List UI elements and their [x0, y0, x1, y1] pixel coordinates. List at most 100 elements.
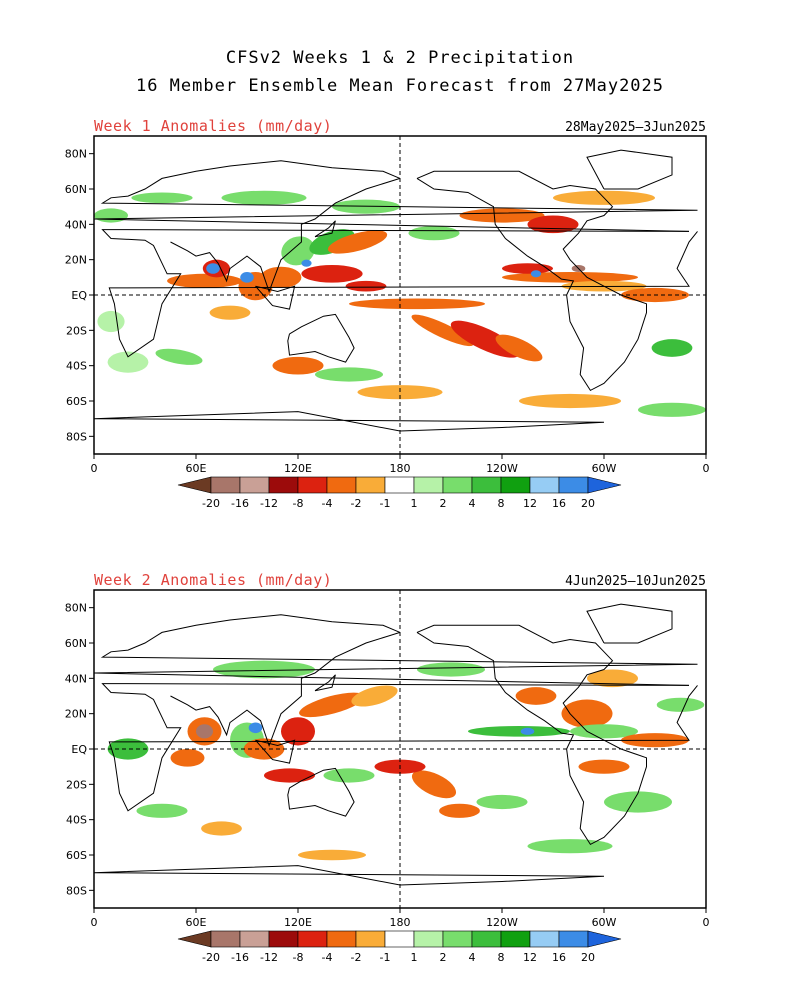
figure-title-line2: 16 Member Ensemble Mean Forecast from 27…	[135, 76, 665, 96]
anomaly-blob	[170, 749, 205, 767]
colorbar-swatch	[384, 930, 415, 948]
coastline	[314, 220, 336, 238]
colorbar-label: -16	[231, 497, 249, 510]
anomaly-blob	[527, 839, 613, 854]
colorbar-swatch	[239, 930, 270, 948]
anomaly-blob	[97, 310, 125, 333]
anomaly-blob	[349, 298, 485, 310]
anomaly-blob	[439, 803, 480, 818]
anomaly-blob	[570, 724, 638, 739]
lon-tick-label: 180	[390, 462, 411, 475]
anomaly-blob	[476, 794, 528, 810]
coastline	[94, 411, 605, 432]
colorbar-swatch	[558, 476, 589, 494]
colorbar-swatch	[355, 476, 386, 494]
anomaly-blob	[136, 803, 188, 818]
lat-tick-label: 40N	[65, 672, 87, 685]
anomaly-blob	[264, 768, 315, 783]
lat-tick-label: 20S	[66, 324, 87, 337]
anomaly-blob	[301, 264, 363, 283]
coastline	[586, 603, 673, 644]
colorbar-swatch	[558, 930, 589, 948]
anomaly-blob	[213, 660, 315, 679]
colorbar-label: 4	[469, 951, 476, 964]
anomaly-blob	[281, 236, 315, 266]
colorbar-label: -8	[293, 497, 304, 510]
coastline	[94, 865, 605, 886]
colorbar-swatch	[297, 476, 328, 494]
colorbar-label: -16	[231, 951, 249, 964]
anomaly-blob	[107, 738, 149, 760]
lon-tick-label: 120E	[284, 462, 312, 475]
anomaly-blob	[520, 727, 535, 735]
lat-tick-label: EQ	[71, 743, 87, 756]
anomaly-blob	[502, 263, 553, 274]
coastline	[287, 767, 355, 817]
colorbar-label: -8	[293, 951, 304, 964]
week2-panel-label: Week 2 Anomalies (mm/day)	[94, 571, 333, 589]
anomaly-blob	[357, 385, 443, 400]
anomaly-blob	[587, 669, 638, 688]
colorbar-swatch	[500, 930, 531, 948]
anomaly-blob	[656, 697, 705, 712]
anomaly-blob	[196, 724, 213, 739]
lon-tick-label: 60E	[186, 462, 207, 475]
lat-tick-label: 80N	[65, 148, 87, 161]
colorbar-swatch	[471, 930, 502, 948]
lon-tick-label: 0	[703, 462, 710, 475]
anomaly-blob	[450, 320, 520, 358]
anomaly-blob	[519, 393, 621, 409]
colorbar-label: 1	[411, 497, 418, 510]
colorbar-swatch	[442, 930, 473, 948]
anomaly-blob	[221, 190, 307, 205]
colorbar-swatch	[384, 476, 415, 494]
colorbar-label: 20	[581, 497, 595, 510]
colorbar-swatch	[500, 476, 531, 494]
lat-tick-label: 20N	[65, 254, 87, 267]
colorbar-swatch	[413, 930, 444, 948]
colorbar-swatch	[355, 930, 386, 948]
anomaly-blob	[459, 208, 545, 223]
lon-tick-label: 60E	[186, 916, 207, 929]
lat-tick-label: 80S	[66, 884, 87, 897]
colorbar-swatch	[326, 476, 357, 494]
lon-tick-label: 60W	[592, 462, 617, 475]
colorbar-swatch	[210, 930, 241, 948]
colorbar-swatch	[326, 930, 357, 948]
colorbar-swatch	[210, 476, 241, 494]
colorbar-swatch	[471, 476, 502, 494]
colorbar-label: 12	[523, 951, 537, 964]
lat-tick-label: 80S	[66, 430, 87, 443]
colorbar-label: 20	[581, 951, 595, 964]
coastline	[170, 631, 401, 747]
colorbar-arrow-left	[177, 930, 212, 948]
anomaly-blob	[209, 305, 251, 320]
anomaly-blob	[248, 722, 263, 734]
coastline	[416, 624, 647, 846]
colorbar-arrow-right	[587, 476, 622, 494]
lon-tick-label: 0	[91, 916, 98, 929]
colorbar-label: 4	[469, 497, 476, 510]
anomaly-blob	[301, 259, 312, 267]
anomaly-field	[94, 603, 705, 886]
lat-tick-label: 60N	[65, 183, 87, 196]
colorbar-swatch	[239, 476, 270, 494]
anomaly-blob	[309, 229, 355, 255]
anomaly-blob	[345, 280, 387, 292]
anomaly-blob	[155, 348, 203, 365]
anomaly-blob	[315, 367, 383, 382]
coastline	[314, 674, 336, 692]
anomaly-blob	[411, 314, 474, 347]
colorbar-label: 8	[498, 497, 505, 510]
coastline	[416, 170, 647, 392]
colorbar-label: -20	[202, 497, 220, 510]
colorbar-swatch	[442, 476, 473, 494]
lon-tick-label: 60W	[592, 916, 617, 929]
colorbar-label: -12	[260, 497, 278, 510]
lon-tick-label: 0	[91, 462, 98, 475]
colorbar-label: -1	[380, 951, 391, 964]
lat-tick-label: 40S	[66, 360, 87, 373]
anomaly-blob	[107, 351, 149, 373]
figure-title-line1: CFSv2 Weeks 1 & 2 Precipitation	[225, 48, 575, 68]
lat-tick-label: 60S	[66, 395, 87, 408]
